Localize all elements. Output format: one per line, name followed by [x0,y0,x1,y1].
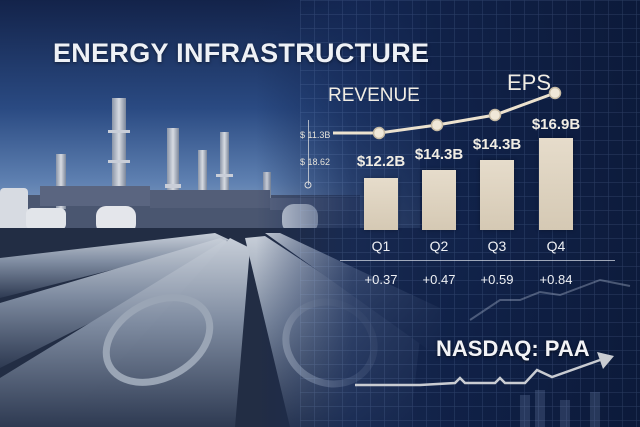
revenue-label: REVENUE [328,85,420,106]
bar-q4 [539,138,573,230]
bar-q2 [422,170,456,230]
eps-value-q1: +0.37 [364,272,398,287]
eps-value-q3: +0.59 [480,272,514,287]
quarter-label-q4: Q4 [546,238,566,254]
eps-point-q3 [488,108,502,122]
bar-q1 [364,178,398,230]
page-title: ENERGY INFRASTRUCTURE [53,38,430,68]
eps-point-q2 [430,118,444,132]
y-tick-1: $ 11.3B [300,130,331,140]
eps-point-q1 [372,126,386,140]
eps-point-q4 [548,86,562,100]
bar-q3 [480,160,514,230]
stock-ticker: NASDAQ: PAA [436,336,590,361]
eps-value-q2: +0.47 [422,272,456,287]
bar-value-q4: $16.9B [531,116,581,133]
y-tick-2: $ 18.62 [300,157,331,167]
quarter-label-q3: Q3 [487,238,507,254]
bar-value-q1: $12.2B [356,153,406,170]
eps-value-q4: +0.84 [539,272,573,287]
bar-value-q2: $14.3B [414,146,464,163]
eps-label: EPS [507,70,552,95]
bar-value-q3: $14.3B [472,136,522,153]
y-axis [308,120,309,185]
quarter-label-q1: Q1 [371,238,391,254]
background-grid [300,0,640,427]
quarter-label-q2: Q2 [429,238,449,254]
chart-divider [340,260,615,261]
